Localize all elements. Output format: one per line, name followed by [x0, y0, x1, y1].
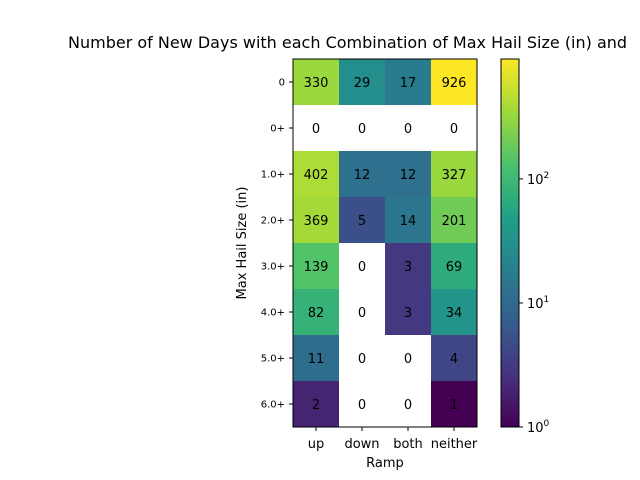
y-tick-label: 6.0+ — [261, 400, 285, 411]
heatmap-cell — [385, 59, 431, 105]
y-tick-label: 4.0+ — [261, 308, 285, 319]
heatmap-cell — [385, 105, 431, 151]
y-axis-label: Max Hail Size (in) — [235, 187, 250, 300]
heatmap-cell — [385, 289, 431, 335]
heatmap-cell — [339, 59, 385, 105]
heatmap-cell — [431, 151, 477, 197]
heatmap-cell-value: 402 — [304, 168, 329, 183]
heatmap-cell-value: 5 — [358, 214, 366, 229]
heatmap-cell — [339, 197, 385, 243]
x-tick-label: up — [308, 437, 325, 452]
heatmap-cell-value: 2 — [312, 398, 320, 413]
colorbar-tick-label: 101 — [527, 295, 549, 312]
heatmap-cell-value: 0 — [404, 122, 412, 137]
heatmap-cell — [339, 289, 385, 335]
heatmap-cell-value: 11 — [308, 352, 325, 367]
heatmap-cell — [293, 197, 339, 243]
heatmap-cell — [293, 381, 339, 427]
heatmap-cell — [431, 105, 477, 151]
heatmap-cell — [385, 151, 431, 197]
heatmap-cell-value: 0 — [404, 352, 412, 367]
x-tick-label: neither — [431, 437, 478, 452]
heatmap-cell — [293, 59, 339, 105]
heatmap-cell-value: 34 — [446, 306, 463, 321]
heatmap-cell-value: 330 — [304, 76, 329, 91]
colorbar-tick-label: 102 — [527, 171, 549, 188]
y-tick-label: 1.0+ — [261, 170, 285, 181]
y-tick-label: 2.0+ — [261, 216, 285, 227]
heatmap-cell-value: 0 — [312, 122, 320, 137]
y-axis-ticks: 0 0+ 1.0+ 2.0+ 3.0+ 4.0+ 5.0+ 6.0+ — [261, 78, 293, 411]
heatmap-cell — [293, 105, 339, 151]
heatmap-cell-value: 0 — [358, 352, 366, 367]
y-tick-label: 0+ — [270, 124, 285, 135]
heatmap-cell — [431, 243, 477, 289]
heatmap-cell — [385, 243, 431, 289]
heatmap-cell — [293, 335, 339, 381]
heatmap-cell — [431, 197, 477, 243]
heatmap-cell — [431, 381, 477, 427]
heatmap-cell-value: 82 — [308, 306, 325, 321]
y-tick-label: 5.0+ — [261, 354, 285, 365]
colorbar-tick-label: 100 — [527, 419, 550, 436]
heatmap-cell-value: 3 — [404, 306, 412, 321]
heatmap-cell — [431, 59, 477, 105]
x-tick-label: both — [393, 437, 423, 452]
heatmap-cell — [293, 151, 339, 197]
colorbar — [500, 58, 520, 428]
heatmap-cell — [293, 289, 339, 335]
chart-title: Number of New Days with each Combination… — [68, 33, 628, 52]
x-tick-label: down — [344, 437, 379, 452]
heatmap-cell — [385, 197, 431, 243]
heatmap-cell-value: 12 — [354, 168, 371, 183]
heatmap-cell-value: 29 — [354, 76, 371, 91]
heatmap-cell — [339, 151, 385, 197]
heatmap-cell-value: 201 — [442, 214, 467, 229]
heatmap-cell-value: 4 — [450, 352, 458, 367]
heatmap-cell-value: 926 — [442, 76, 467, 91]
heatmap-cell-value: 327 — [442, 168, 467, 183]
heatmap-cell — [385, 381, 431, 427]
heatmap-cell-value: 0 — [404, 398, 412, 413]
heatmap-cell-value: 369 — [304, 214, 329, 229]
heatmap-cell-value: 0 — [358, 398, 366, 413]
heatmap-cell-value: 139 — [304, 260, 329, 275]
heatmap-cell-value: 1 — [450, 398, 458, 413]
x-axis-ticks: up down both neither — [308, 427, 478, 452]
heatmap-cell — [339, 243, 385, 289]
heatmap-cell-value: 17 — [400, 76, 417, 91]
heatmap-cell — [385, 335, 431, 381]
heatmap-cell-value: 0 — [358, 306, 366, 321]
colorbar-ticks: 100 101 102 — [519, 171, 550, 436]
heatmap-cell — [339, 335, 385, 381]
heatmap-cells — [293, 59, 477, 427]
heatmap-cell-value: 0 — [450, 122, 458, 137]
x-axis-label: Ramp — [366, 456, 404, 471]
heatmap-cell — [293, 243, 339, 289]
heatmap-cell — [339, 381, 385, 427]
y-tick-label: 0 — [279, 78, 285, 89]
heatmap-cell-value: 12 — [400, 168, 417, 183]
heatmap-cell-value: 0 — [358, 122, 366, 137]
heatmap-cell — [339, 105, 385, 151]
heatmap-cell-value: 14 — [400, 214, 417, 229]
heatmap-cell-value: 69 — [446, 260, 463, 275]
heatmap-cell — [431, 335, 477, 381]
heatmap-cell-value: 3 — [404, 260, 412, 275]
y-tick-label: 3.0+ — [261, 262, 285, 273]
heatmap-cell-value: 0 — [358, 260, 366, 275]
heatmap-cell — [431, 289, 477, 335]
heatmap-frame — [292, 58, 478, 428]
